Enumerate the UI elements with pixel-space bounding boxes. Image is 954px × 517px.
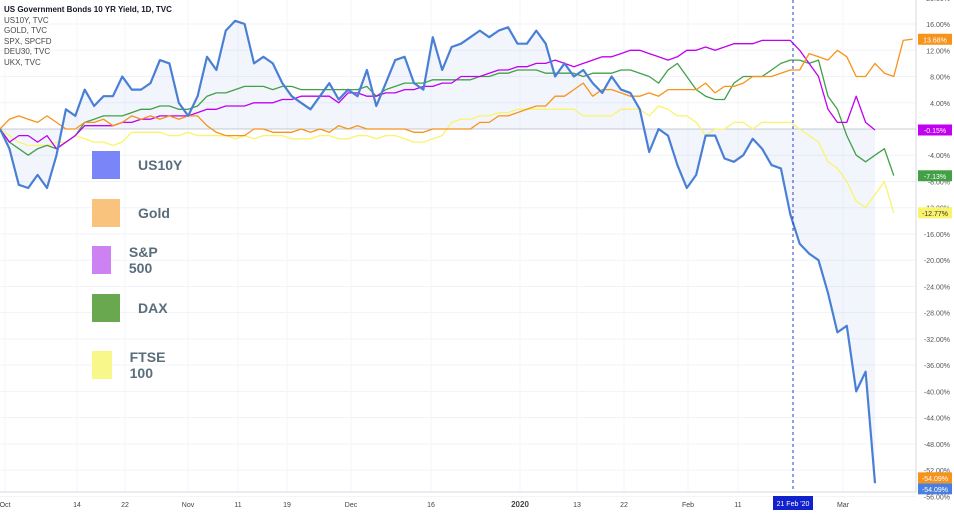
x-tick-label: 22 bbox=[121, 502, 129, 509]
x-tick-label: 13 bbox=[573, 502, 581, 509]
x-tick-label: Oct bbox=[0, 502, 10, 509]
legend-item-dax: DAX bbox=[92, 293, 168, 323]
symbol-us10y: US10Y, TVC bbox=[4, 15, 49, 25]
y-tick-label: -36.00% bbox=[924, 363, 950, 370]
legend-swatch-us10y bbox=[92, 151, 120, 179]
price-label-text: -54.09% bbox=[922, 487, 948, 494]
y-tick-label: 20.00% bbox=[926, 0, 950, 3]
x-tick-label: Feb bbox=[682, 502, 694, 509]
chart-title: US Government Bonds 10 YR Yield, 1D, TVC bbox=[4, 5, 172, 14]
y-axis-panel bbox=[916, 0, 954, 512]
y-tick-label: -48.00% bbox=[924, 442, 950, 449]
x-tick-label: 16 bbox=[427, 502, 435, 509]
legend-label-dax: DAX bbox=[138, 300, 168, 316]
y-tick-label: 4.00% bbox=[930, 101, 950, 108]
symbol-spx: SPX, SPCFD bbox=[4, 36, 52, 46]
price-label-text: -7.13% bbox=[924, 174, 946, 181]
y-tick-label: 16.00% bbox=[926, 22, 950, 29]
price-label-box bbox=[918, 33, 952, 45]
legend-label-us10y: US10Y bbox=[138, 157, 183, 173]
y-tick-label: 12.00% bbox=[926, 48, 950, 55]
legend-swatch-gold bbox=[92, 199, 120, 227]
legend-item-ftse100: FTSE 100 bbox=[92, 349, 174, 381]
series-line-0 bbox=[0, 19, 877, 484]
symbol-deu30: DEU30, TVC bbox=[4, 47, 51, 56]
x-tick-label: Nov bbox=[182, 502, 195, 509]
area-fill-0 bbox=[0, 20, 875, 484]
series-line-2 bbox=[0, 39, 876, 150]
y-tick-label: -24.00% bbox=[924, 284, 950, 291]
price-label-text: 13.68% bbox=[923, 37, 947, 44]
price-label-text: -12.77% bbox=[922, 211, 948, 218]
y-tick-label: -20.00% bbox=[924, 258, 950, 265]
symbol-header: US Government Bonds 10 YR Yield, 1D, TVC… bbox=[4, 5, 172, 68]
price-label-box bbox=[918, 170, 952, 182]
legend-label-ftse100: FTSE 100 bbox=[129, 349, 166, 381]
legend-swatch-sp500 bbox=[92, 246, 111, 274]
x-tick-label: 14 bbox=[73, 502, 81, 509]
price-label-box bbox=[918, 472, 952, 484]
y-tick-label: -8.00% bbox=[928, 179, 950, 186]
symbol-gold: GOLD, TVC bbox=[4, 26, 47, 35]
legend-swatch-dax bbox=[92, 294, 120, 322]
y-tick-label: -40.00% bbox=[924, 389, 950, 396]
legend-item-gold: Gold bbox=[92, 198, 170, 228]
series-line-1 bbox=[0, 38, 913, 137]
y-tick-label: -44.00% bbox=[924, 416, 950, 423]
legend-label-gold: Gold bbox=[138, 205, 170, 221]
x-tick-label: Mar bbox=[837, 502, 850, 509]
crosshair-date-box bbox=[773, 496, 813, 510]
y-tick-label: -28.00% bbox=[924, 311, 950, 318]
legend-item-sp500: S&P 500 bbox=[92, 244, 167, 276]
x-tick-label: Dec bbox=[345, 502, 358, 509]
series-line-3 bbox=[0, 59, 895, 176]
y-tick-label: -32.00% bbox=[924, 337, 950, 344]
price-label-text: -54.09% bbox=[922, 476, 948, 483]
legend-label-sp500: S&P 500 bbox=[128, 244, 158, 276]
x-tick-label: 2020 bbox=[511, 500, 529, 509]
price-label-box bbox=[918, 124, 952, 136]
y-tick-label: -52.00% bbox=[924, 468, 950, 475]
crosshair-date-label: 21 Feb '20 bbox=[777, 501, 810, 508]
price-label-box bbox=[918, 483, 952, 495]
price-label-box bbox=[918, 207, 952, 219]
x-tick-label: 11 bbox=[234, 502, 241, 509]
y-tick-label: -56.00% bbox=[924, 494, 950, 501]
symbol-ukx: UKX, TVC bbox=[4, 57, 41, 67]
y-tick-label: 8.00% bbox=[930, 75, 950, 82]
x-tick-label: 19 bbox=[283, 502, 291, 509]
legend-swatch-ftse100 bbox=[92, 351, 112, 379]
y-tick-label: -4.00% bbox=[928, 153, 950, 160]
x-tick-label: 22 bbox=[620, 502, 628, 509]
y-tick-label: -16.00% bbox=[924, 232, 950, 239]
price-label-text: -0.15% bbox=[924, 128, 946, 135]
legend-item-us10y: US10Y bbox=[92, 150, 182, 180]
x-tick-label: 11 bbox=[734, 502, 741, 509]
